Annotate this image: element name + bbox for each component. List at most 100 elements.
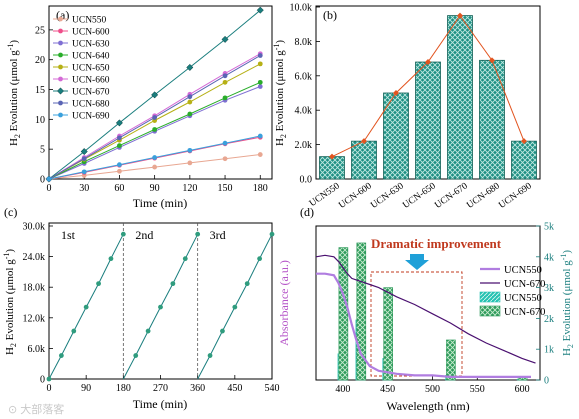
panel-a-data-point	[186, 63, 194, 71]
panel-b-label: (b)	[323, 8, 337, 22]
panel-c-data-point	[232, 304, 238, 310]
panel-a-data-point	[257, 79, 263, 85]
panel-b-category-label: UCN-680	[465, 181, 502, 211]
panel-a-x-tick-label: 90	[150, 183, 160, 194]
panel-b-y-tick-label: 10.0k	[290, 3, 313, 14]
panel-c-x-tick-label: 270	[153, 383, 168, 394]
panel-a-y-tick-label: 0	[40, 175, 45, 186]
panel-d-absorbance-line	[316, 272, 531, 378]
watermark: ⊙ 大部落客	[8, 402, 64, 416]
panel-a-legend-label: UCN-680	[72, 100, 110, 110]
panel-a-data-point	[46, 176, 52, 182]
panel-c-series: 1st 2nd 3rd	[46, 223, 275, 382]
panel-c-x-tick-label: 90	[81, 383, 91, 394]
panel-a-y-tick-label: 5	[40, 145, 45, 156]
panel-b-bar	[383, 92, 409, 180]
panel-d-label: (d)	[300, 205, 314, 219]
panel-a-data-point	[222, 73, 228, 79]
panel-c-y-tick-label: 18.0k	[23, 283, 46, 294]
panel-c-data-point	[71, 328, 77, 334]
panel-d-legend-label: UCN550	[504, 293, 542, 304]
panel-c-cycle-label: 3rd	[210, 228, 226, 242]
panel-a-data-point	[257, 152, 263, 157]
panel-b-category-label: UCN-630	[369, 181, 406, 211]
panel-b: (b) H2 Evolution (μmol g-1) 0.0 2.0k 4.0k 6…	[272, 3, 541, 211]
panel-a-y-tick-label: 10	[35, 115, 45, 126]
panel-a-legend-label: UCN-640	[72, 52, 110, 62]
panel-a-legend-marker	[58, 112, 63, 118]
panel-a-data-point	[152, 155, 158, 160]
panel-c: (c) Time (min) H2 Evolution (μmol g-1) 0…	[2, 205, 280, 411]
panel-b-y-tick-label: 2.0k	[295, 140, 313, 151]
panel-a-legend-marker	[56, 87, 65, 95]
panel-c-x-tick-label: 540	[265, 383, 280, 394]
panel-a-data-point	[115, 119, 123, 127]
panel-a-y-tick-label: 20	[35, 55, 45, 66]
panel-d-legend-label: UCN-670	[504, 307, 545, 318]
panel-d-x-tick-label: 400	[335, 384, 350, 395]
panel-a-data-point	[187, 147, 193, 153]
panel-a-legend-marker	[58, 52, 63, 58]
panel-a-data-point	[257, 53, 263, 58]
panel-a-x-tick-label: 180	[253, 183, 268, 194]
panel-b-trend-marker	[329, 153, 335, 160]
panel-c-data-point	[133, 353, 139, 358]
panel-b-bar	[351, 140, 377, 180]
panel-a-data-point	[187, 111, 193, 117]
panel-c-x-tick-label: 360	[190, 383, 205, 394]
panel-c-data-point	[207, 353, 213, 358]
panel-d-y-right-tick-label: 3k	[544, 283, 554, 294]
panel-a-data-point	[187, 99, 193, 105]
panel-c-x-tick-label: 0	[47, 383, 52, 394]
panel-a-legend-marker	[58, 16, 63, 22]
panel-a-data-point	[187, 160, 193, 166]
panel-a-data-point	[257, 133, 263, 139]
panel-b-bar	[511, 140, 537, 180]
panel-b-trend-marker	[361, 138, 367, 145]
panel-a-data-point	[117, 168, 122, 174]
panel-b-trend-marker	[489, 57, 495, 64]
panel-c-data-point	[96, 281, 101, 287]
panel-c-y-tick-label: 24.0k	[23, 252, 46, 263]
panel-d-x-tick-label: 500	[425, 384, 440, 395]
panel-d-x-tick-label: 600	[515, 384, 530, 395]
panel-a-legend-label: UCN-600	[72, 28, 110, 38]
panel-b-trend-marker	[393, 90, 399, 96]
panel-d-x-tick-label: 450	[380, 384, 395, 395]
panel-b-y-tick-label: 0.0	[300, 175, 313, 186]
panel-a-x-tick-label: 120	[182, 183, 197, 194]
panel-b-ylabel: H2 Evolution (μmol g-1)	[272, 40, 288, 146]
panel-c-y-tick-label: 12.0k	[23, 313, 46, 324]
dramatic-improvement-annotation: Dramatic improvement	[371, 236, 502, 251]
panel-d-frame	[315, 225, 541, 381]
panel-b-bar	[479, 59, 505, 180]
panel-a-data-point	[117, 162, 122, 168]
panel-d-y-right-tick-label: 4k	[544, 252, 554, 263]
panel-c-data-point	[244, 281, 250, 287]
panel-a-legend: UCN550 UCN-600 UCN-630 UCN-640 UCN-650 UCN-66…	[53, 16, 110, 122]
panel-d-bar	[383, 287, 393, 381]
panel-b-bar	[447, 15, 473, 180]
panel-d-lines	[315, 254, 536, 378]
panel-a-legend-marker	[58, 76, 63, 82]
panel-c-x-tick-label: 450	[227, 383, 242, 394]
panel-d-legend-swatch	[479, 291, 501, 303]
panel-a-legend-label: UCN-630	[72, 40, 110, 50]
panel-a-data-point	[222, 156, 228, 162]
panel-c-data-point	[83, 304, 89, 310]
panel-b-category-label: UCN-600	[337, 181, 374, 211]
down-arrow-icon	[405, 254, 429, 270]
panel-c-data-point	[158, 304, 163, 310]
panel-a-legend-marker	[58, 64, 63, 70]
panel-c-data-point	[108, 256, 114, 262]
panel-a-data-point	[151, 91, 159, 99]
panel-a-y-tick-label: 25	[35, 25, 45, 36]
panel-c-data-point	[220, 328, 225, 334]
panel-a-x-tick-label: 150	[218, 183, 233, 194]
panel-c-data-point	[170, 281, 176, 287]
panel-b-category-label: UCN-650	[401, 181, 438, 211]
panel-a: (a) Time (min) H2 Evolution (μmol g-1) 0…	[6, 5, 273, 210]
panel-d-xlabel: Wavelength (nm)	[386, 399, 469, 413]
panel-a-data-point	[257, 61, 263, 67]
panel-a-data-point	[152, 115, 158, 120]
